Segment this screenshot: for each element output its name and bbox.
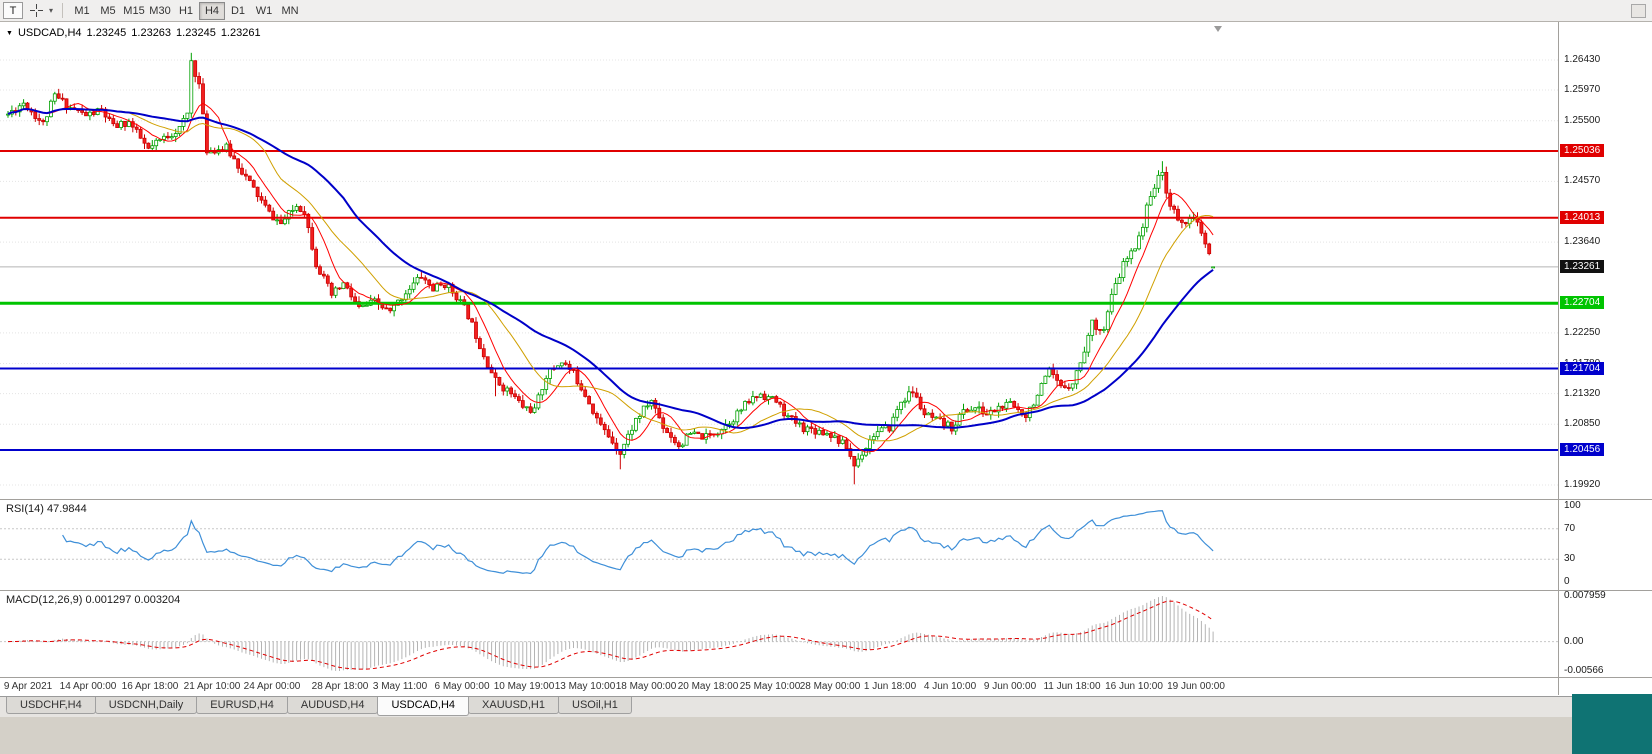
level-price-badge: 1.21704 <box>1560 361 1605 375</box>
symbol-period-label: USDCAD,H4 <box>17 27 82 39</box>
time-axis-label: 28 Apr 18:00 <box>311 681 369 692</box>
chart-tab-eurusd[interactable]: EURUSD,H4 <box>196 697 288 714</box>
rsi-axis-label: 30 <box>1564 553 1576 565</box>
time-axis-label: 25 May 10:00 <box>739 681 801 692</box>
current-price-badge: 1.23261 <box>1560 259 1605 273</box>
time-axis-label: 18 May 00:00 <box>615 681 677 692</box>
timeframe-button-m5[interactable]: M5 <box>95 2 121 20</box>
panel-divider[interactable] <box>0 590 1652 591</box>
level-price-badge: 1.24013 <box>1560 210 1605 224</box>
chart-tab-usdcad[interactable]: USDCAD,H4 <box>377 697 470 716</box>
macd-axis-max-label: 0.007959 <box>1564 590 1606 601</box>
rsi-axis-label: 0 <box>1564 576 1570 587</box>
time-axis-label: 16 Apr 18:00 <box>121 681 179 692</box>
timeframe-button-mn[interactable]: MN <box>277 2 303 20</box>
time-axis-label: 16 Jun 10:00 <box>1105 681 1163 692</box>
price-axis-label: 1.25970 <box>1564 84 1601 96</box>
price-axis-line <box>1558 22 1559 695</box>
symbol-dropdown-icon[interactable]: ▼ <box>6 29 13 37</box>
close-value: 1.23261 <box>220 27 261 39</box>
price-axis-label: 1.19920 <box>1564 478 1601 490</box>
time-axis-label: 4 Jun 10:00 <box>923 681 977 692</box>
macd-plot[interactable] <box>0 591 1652 677</box>
time-axis-label: 19 Jun 00:00 <box>1167 681 1225 692</box>
time-axis-label: 6 May 00:00 <box>434 681 490 692</box>
time-axis-label: 9 Apr 2021 <box>3 681 53 692</box>
time-axis-label: 24 Apr 00:00 <box>243 681 301 692</box>
time-axis-label: 14 Apr 00:00 <box>59 681 117 692</box>
timeframe-button-m1[interactable]: M1 <box>69 2 95 20</box>
time-axis-label: 9 Jun 00:00 <box>983 681 1037 692</box>
timeframe-button-h4[interactable]: H4 <box>199 1 225 20</box>
level-price-badge: 1.22704 <box>1560 296 1605 310</box>
macd-axis-zero-label: 0.00 <box>1564 635 1584 647</box>
time-axis-label: 21 Apr 10:00 <box>183 681 241 692</box>
chart-tab-bar: USDCHF,H4 USDCNH,Daily EURUSD,H4 AUDUSD,H4 U… <box>0 696 1652 717</box>
time-axis-label: 28 May 00:00 <box>799 681 861 692</box>
rsi-plot[interactable] <box>0 500 1652 590</box>
time-axis-label: 3 May 11:00 <box>372 681 428 692</box>
time-axis-label: 11 Jun 18:00 <box>1043 681 1101 692</box>
panel-divider <box>0 677 1652 678</box>
price-axis-label: 1.25500 <box>1564 114 1601 126</box>
price-chart-plot[interactable] <box>0 22 1652 499</box>
chart-ohlc-title: ▼ USDCAD,H4 1.23245 1.23263 1.23245 1.23… <box>6 27 261 39</box>
time-axis-label: 13 May 10:00 <box>554 681 616 692</box>
timeframe-button-m30[interactable]: M30 <box>147 2 173 20</box>
rsi-axis-label: 70 <box>1564 522 1576 534</box>
rsi-axis-label: 100 <box>1564 500 1581 511</box>
price-axis-label: 1.24570 <box>1564 175 1601 187</box>
panel-divider[interactable] <box>0 499 1652 500</box>
timeframe-button-h1[interactable]: H1 <box>173 2 199 20</box>
price-axis-label: 1.21320 <box>1564 387 1601 399</box>
toolbar-overflow-button[interactable] <box>1631 4 1646 18</box>
chart-tab-usdcnh[interactable]: USDCNH,Daily <box>94 697 198 714</box>
moving-average-line <box>7 107 1214 429</box>
moving-average-line <box>7 102 1214 453</box>
time-axis-label: 1 Jun 18:00 <box>863 681 917 692</box>
price-axis-label: 1.22250 <box>1564 326 1601 338</box>
level-price-badge: 1.20456 <box>1560 442 1605 456</box>
chart-shift-marker-icon[interactable] <box>1214 26 1222 32</box>
desktop-corner <box>1572 694 1652 754</box>
price-axis-label: 1.26430 <box>1564 54 1601 65</box>
crosshair-tool-icon[interactable] <box>27 2 45 19</box>
cursor-tool-button[interactable]: T <box>3 2 23 19</box>
window-bottom-area <box>0 717 1652 754</box>
high-value: 1.23263 <box>131 27 172 39</box>
price-axis-label: 1.20850 <box>1564 418 1601 430</box>
timeframe-button-m15[interactable]: M15 <box>121 2 147 20</box>
level-price-badge: 1.25036 <box>1560 144 1605 157</box>
macd-indicator-label: MACD(12,26,9) 0.001297 0.003204 <box>6 594 181 606</box>
low-value: 1.23245 <box>176 27 216 39</box>
chart-tab-audusd[interactable]: AUDUSD,H4 <box>286 697 379 714</box>
timeframe-button-d1[interactable]: D1 <box>225 2 251 20</box>
moving-average-line <box>7 108 1214 442</box>
timeframe-button-group: M1 M5 M15 M30 H1 H4 D1 W1 MN <box>69 1 303 20</box>
toolbar-separator <box>62 3 63 18</box>
time-axis-label: 20 May 18:00 <box>677 681 739 692</box>
top-toolbar: T ▾ M1 M5 M15 M30 H1 H4 D1 W1 MN <box>0 0 1652 22</box>
open-value: 1.23245 <box>86 27 127 39</box>
rsi-indicator-label: RSI(14) 47.9844 <box>6 503 87 515</box>
macd-axis-min-label: -0.00566 <box>1564 665 1604 676</box>
chart-tab-usdchf[interactable]: USDCHF,H4 <box>6 697 96 714</box>
timeframe-button-w1[interactable]: W1 <box>251 2 277 20</box>
chart-tab-usoil[interactable]: USOil,H1 <box>558 697 632 714</box>
tool-dropdown-chevron-icon[interactable]: ▾ <box>48 6 53 15</box>
chart-tab-xauusd[interactable]: XAUUSD,H1 <box>468 697 559 714</box>
time-axis-label: 10 May 19:00 <box>493 681 555 692</box>
price-axis-label: 1.23640 <box>1564 236 1601 248</box>
